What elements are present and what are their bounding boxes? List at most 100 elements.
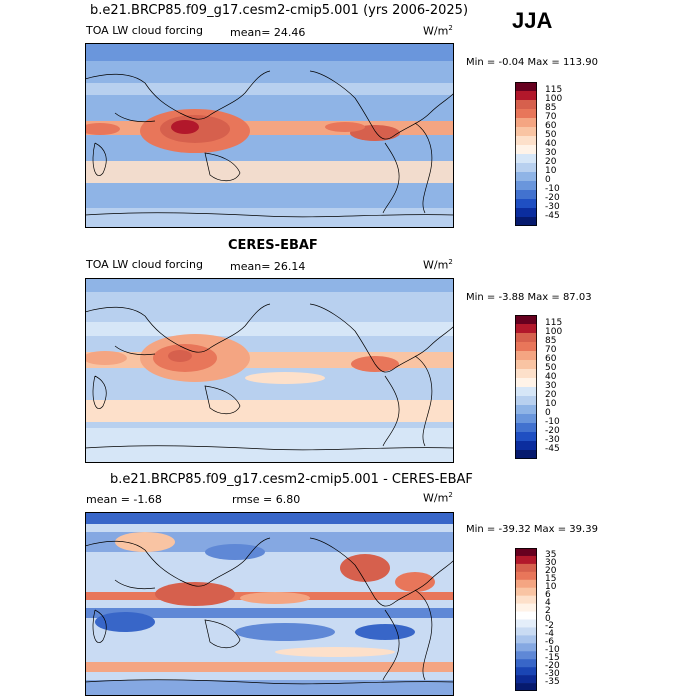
colorbar-swatch — [515, 190, 537, 200]
colorbar-swatch — [515, 627, 537, 636]
panel1-colorbar — [515, 82, 537, 226]
colorbar-tick-label: -45 — [545, 211, 560, 221]
colorbar-swatch — [515, 603, 537, 612]
colorbar-tick-label: -30 — [545, 669, 560, 680]
colorbar-tick-label: 30 — [545, 148, 557, 158]
colorbar-tick-label: 70 — [545, 112, 557, 122]
colorbar-tick-label: -35 — [545, 677, 560, 688]
colorbar-swatch — [515, 643, 537, 652]
colorbar-tick-label: -30 — [545, 202, 560, 212]
colorbar-swatch — [515, 342, 537, 352]
colorbar-tick-label: 50 — [545, 130, 557, 140]
colorbar-tick-label: 85 — [545, 336, 557, 346]
panel2-units: W/m2 — [423, 258, 453, 272]
colorbar-tick-label: -20 — [545, 426, 560, 436]
panel1-variable: TOA LW cloud forcing — [86, 24, 203, 37]
panel2-variable: TOA LW cloud forcing — [86, 258, 203, 271]
panel2-minmax: Min = -3.88 Max = 87.03 — [466, 292, 592, 303]
colorbar-swatch — [515, 635, 537, 644]
colorbar-swatch — [515, 315, 537, 325]
colorbar-swatch — [515, 659, 537, 668]
colorbar-swatch — [515, 333, 537, 343]
colorbar-swatch — [515, 118, 537, 128]
panel1-units: W/m2 — [423, 24, 453, 38]
panel3-map — [85, 512, 454, 696]
colorbar-swatch — [515, 595, 537, 604]
colorbar-swatch — [515, 199, 537, 209]
colorbar-swatch — [515, 611, 537, 620]
colorbar-swatch — [515, 667, 537, 676]
colorbar-swatch — [515, 82, 537, 92]
colorbar-tick-label: 6 — [545, 589, 551, 600]
panel2-map — [85, 278, 454, 463]
colorbar-swatch — [515, 91, 537, 101]
colorbar-swatch — [515, 136, 537, 146]
colorbar-swatch — [515, 378, 537, 388]
colorbar-swatch — [515, 555, 537, 565]
colorbar-swatch — [515, 405, 537, 415]
panel2-mean: mean= 26.14 — [230, 260, 306, 273]
panel1-map — [85, 43, 454, 228]
colorbar-tick-label: -10 — [545, 184, 560, 194]
panel3-mean: mean = -1.68 — [86, 493, 162, 506]
colorbar-swatch — [515, 587, 537, 596]
colorbar-tick-label: -20 — [545, 661, 560, 672]
colorbar-swatch — [515, 683, 537, 691]
panel3-rmse: rmse = 6.80 — [232, 493, 301, 506]
colorbar-tick-label: 115 — [545, 318, 563, 328]
colorbar-tick-label: 0 — [545, 613, 551, 624]
colorbar-swatch — [515, 369, 537, 379]
colorbar-swatch — [515, 387, 537, 397]
colorbar-tick-label: 100 — [545, 327, 563, 337]
colorbar-swatch — [515, 172, 537, 182]
colorbar-tick-label: -20 — [545, 193, 560, 203]
colorbar-tick-label: 115 — [545, 85, 563, 95]
panel2-title: CERES-EBAF — [228, 238, 318, 253]
colorbar-tick-label: 60 — [545, 121, 557, 131]
colorbar-swatch — [515, 571, 537, 581]
colorbar-tick-label: -10 — [545, 645, 560, 656]
colorbar-tick-label: 50 — [545, 363, 557, 373]
colorbar-swatch — [515, 181, 537, 191]
colorbar-tick-label: 10 — [545, 166, 557, 176]
panel1-mean: mean= 24.46 — [230, 26, 306, 39]
colorbar-swatch — [515, 154, 537, 164]
colorbar-swatch — [515, 396, 537, 406]
colorbar-swatch — [515, 109, 537, 119]
colorbar-swatch — [515, 432, 537, 442]
panel3-minmax: Min = -39.32 Max = 39.39 — [466, 524, 598, 535]
panel3-units: W/m2 — [423, 491, 453, 505]
colorbar-swatch — [515, 441, 537, 451]
colorbar-swatch — [515, 548, 537, 557]
colorbar-swatch — [515, 217, 537, 226]
colorbar-tick-label: -10 — [545, 417, 560, 427]
colorbar-tick-label: -15 — [545, 653, 560, 664]
colorbar-tick-label: -6 — [545, 637, 554, 648]
colorbar-swatch — [515, 208, 537, 218]
colorbar-swatch — [515, 619, 537, 628]
panel3-title: b.e21.BRCP85.f09_g17.cesm2-cmip5.001 - C… — [110, 472, 473, 487]
colorbar-swatch — [515, 163, 537, 173]
colorbar-swatch — [515, 145, 537, 155]
colorbar-tick-label: -4 — [545, 629, 554, 640]
colorbar-tick-label: 2 — [545, 605, 551, 616]
colorbar-swatch — [515, 127, 537, 137]
colorbar-tick-label: 20 — [545, 390, 557, 400]
colorbar-tick-label: 30 — [545, 381, 557, 391]
colorbar-tick-label: 20 — [545, 565, 557, 576]
colorbar-swatch — [515, 563, 537, 573]
colorbar-tick-label: -45 — [545, 444, 560, 454]
panel3-colorbar — [515, 548, 537, 691]
colorbar-swatch — [515, 651, 537, 660]
colorbar-swatch — [515, 360, 537, 370]
colorbar-tick-label: 4 — [545, 597, 551, 608]
colorbar-tick-label: 70 — [545, 345, 557, 355]
colorbar-tick-label: 15 — [545, 573, 557, 584]
colorbar-swatch — [515, 675, 537, 684]
panel2-colorbar — [515, 315, 537, 459]
colorbar-tick-label: 0 — [545, 408, 551, 418]
colorbar-tick-label: 0 — [545, 175, 551, 185]
colorbar-tick-label: 60 — [545, 354, 557, 364]
colorbar-tick-label: 100 — [545, 94, 563, 104]
panel1-title: b.e21.BRCP85.f09_g17.cesm2-cmip5.001 (yr… — [90, 3, 469, 18]
